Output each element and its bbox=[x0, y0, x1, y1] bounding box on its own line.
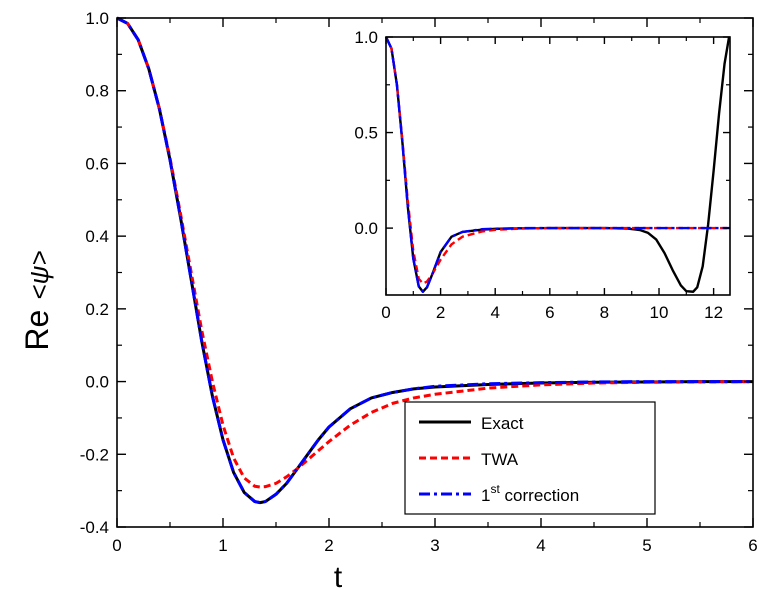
y-axis-label-prefix: Re bbox=[19, 310, 55, 351]
main-x-tick-label: 2 bbox=[324, 536, 333, 555]
main-x-tick-label: 6 bbox=[748, 536, 757, 555]
inset-y-tick-label: 0.0 bbox=[354, 219, 378, 238]
main-x-tick-label: 5 bbox=[642, 536, 651, 555]
y-axis-label: Re <ψ> bbox=[19, 250, 55, 350]
inset-x-tick-label: 10 bbox=[650, 303, 669, 322]
main-axis-ticks: 0 1 2 3 4 5 61.00.80.60.40.20.0-0.2-0.4 bbox=[80, 9, 758, 555]
main-y-tick-label: 1.0 bbox=[85, 9, 109, 28]
legend: Exact TWA 1st correction bbox=[404, 401, 656, 515]
inset-x-tick-label: 6 bbox=[545, 303, 554, 322]
inset-plot: 0 2 4 6 8 10 12 1.0 0.5 0.0 bbox=[354, 28, 731, 322]
main-plot: 0 1 2 3 4 5 61.00.80.60.40.20.0-0.2-0.4 t Re<ψ… bbox=[19, 9, 758, 590]
inset-x-tick-label: 4 bbox=[490, 303, 499, 322]
main-x-tick-label: 1 bbox=[218, 536, 227, 555]
main-y-tick-label: 0.6 bbox=[85, 154, 109, 173]
main-y-tick-label: -0.2 bbox=[80, 445, 109, 464]
legend-label-1: TWA bbox=[481, 450, 519, 469]
main-x-tick-label: 0 bbox=[112, 536, 121, 555]
inset-axis-ticks: 0 2 4 6 8 10 12 1.0 0.5 0.0 bbox=[354, 28, 730, 322]
inset-x-tick-label: 0 bbox=[381, 303, 390, 322]
main-y-tick-label: 0.2 bbox=[85, 300, 109, 319]
inset-x-tick-label: 12 bbox=[704, 303, 723, 322]
inset-x-tick-label: 2 bbox=[436, 303, 445, 322]
inset-plot-frame bbox=[385, 36, 731, 296]
main-x-tick-label: 3 bbox=[430, 536, 439, 555]
main-y-tick-label: -0.4 bbox=[80, 518, 109, 537]
main-y-tick-label: 0.0 bbox=[85, 373, 109, 392]
inset-series-group bbox=[384, 36, 731, 293]
main-y-tick-label: 0.8 bbox=[85, 82, 109, 101]
legend-label-0: Exact bbox=[481, 414, 524, 433]
main-series-line-2 bbox=[116, 16, 753, 505]
inset-series-line-2 bbox=[384, 36, 730, 293]
inset-y-tick-label: 0.5 bbox=[354, 124, 378, 143]
legend-label-2: 1st correction bbox=[481, 482, 579, 505]
main-series-group bbox=[116, 16, 754, 505]
main-y-tick-label: 0.4 bbox=[85, 227, 109, 246]
inset-x-tick-label: 8 bbox=[600, 303, 609, 322]
x-axis-label: t bbox=[334, 561, 343, 590]
main-series-line-1 bbox=[116, 16, 754, 489]
main-x-tick-label: 4 bbox=[536, 536, 545, 555]
y-axis-label-expr: <ψ> bbox=[24, 250, 54, 299]
inset-y-tick-label: 1.0 bbox=[354, 28, 378, 47]
inset-background bbox=[386, 37, 730, 295]
